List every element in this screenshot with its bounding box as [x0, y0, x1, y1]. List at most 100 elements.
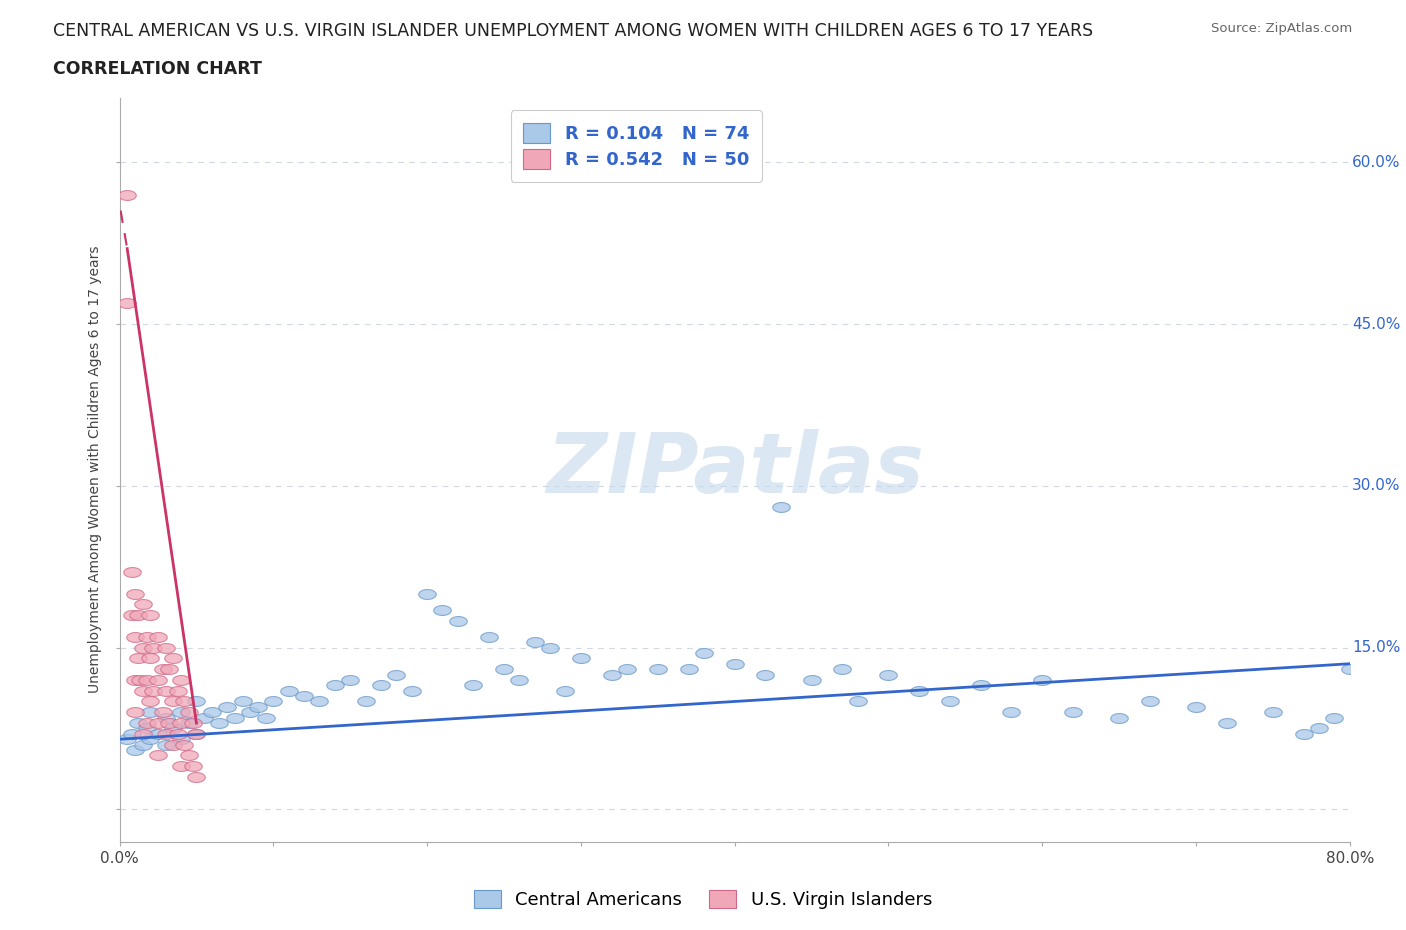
- Point: [170, 705, 193, 720]
- Point: [201, 705, 224, 720]
- Point: [142, 640, 165, 655]
- Point: [131, 597, 153, 612]
- Point: [127, 608, 149, 623]
- Y-axis label: Unemployment Among Women with Children Ages 6 to 17 years: Unemployment Among Women with Children A…: [89, 246, 103, 694]
- Point: [554, 684, 576, 698]
- Point: [173, 737, 195, 752]
- Point: [970, 678, 993, 693]
- Text: 15.0%: 15.0%: [1353, 640, 1400, 655]
- Point: [152, 705, 174, 720]
- Point: [186, 726, 208, 741]
- Point: [155, 640, 177, 655]
- Text: 60.0%: 60.0%: [1353, 155, 1400, 170]
- Point: [385, 667, 408, 682]
- Point: [523, 635, 546, 650]
- Point: [183, 715, 205, 730]
- Point: [292, 688, 315, 703]
- Point: [146, 715, 169, 730]
- Point: [128, 672, 150, 687]
- Point: [239, 705, 262, 720]
- Point: [217, 699, 239, 714]
- Point: [121, 565, 143, 579]
- Point: [1062, 705, 1084, 720]
- Point: [1308, 721, 1330, 736]
- Text: Source: ZipAtlas.com: Source: ZipAtlas.com: [1212, 22, 1353, 35]
- Point: [224, 711, 246, 725]
- Point: [401, 684, 423, 698]
- Point: [186, 769, 208, 784]
- Point: [136, 630, 159, 644]
- Point: [183, 759, 205, 774]
- Point: [127, 651, 149, 666]
- Point: [115, 295, 138, 310]
- Point: [124, 586, 146, 601]
- Point: [142, 684, 165, 698]
- Point: [308, 694, 330, 709]
- Point: [1139, 694, 1161, 709]
- Point: [678, 661, 700, 676]
- Point: [1031, 672, 1053, 687]
- Point: [416, 586, 439, 601]
- Point: [162, 737, 184, 752]
- Point: [939, 694, 962, 709]
- Text: 45.0%: 45.0%: [1353, 316, 1400, 332]
- Point: [127, 715, 149, 730]
- Text: ZIPatlas: ZIPatlas: [546, 429, 924, 511]
- Point: [155, 726, 177, 741]
- Point: [167, 684, 190, 698]
- Point: [600, 667, 623, 682]
- Point: [131, 726, 153, 741]
- Point: [115, 187, 138, 202]
- Point: [124, 672, 146, 687]
- Point: [146, 672, 169, 687]
- Point: [121, 726, 143, 741]
- Point: [193, 711, 215, 725]
- Point: [167, 726, 190, 741]
- Point: [769, 500, 792, 515]
- Point: [139, 732, 162, 747]
- Point: [908, 684, 931, 698]
- Point: [508, 672, 530, 687]
- Point: [136, 672, 159, 687]
- Point: [339, 672, 361, 687]
- Point: [754, 667, 776, 682]
- Point: [146, 748, 169, 763]
- Text: CORRELATION CHART: CORRELATION CHART: [53, 60, 263, 78]
- Point: [131, 684, 153, 698]
- Point: [124, 630, 146, 644]
- Point: [157, 715, 180, 730]
- Point: [277, 684, 299, 698]
- Point: [186, 694, 208, 709]
- Point: [693, 645, 716, 660]
- Point: [1108, 711, 1130, 725]
- Point: [723, 657, 745, 671]
- Point: [477, 630, 501, 644]
- Legend: Central Americans, U.S. Virgin Islanders: Central Americans, U.S. Virgin Islanders: [467, 883, 939, 916]
- Point: [432, 603, 454, 618]
- Point: [146, 726, 169, 741]
- Point: [139, 608, 162, 623]
- Point: [846, 694, 869, 709]
- Point: [155, 684, 177, 698]
- Point: [254, 711, 277, 725]
- Point: [173, 694, 195, 709]
- Point: [877, 667, 900, 682]
- Point: [162, 694, 184, 709]
- Text: CENTRAL AMERICAN VS U.S. VIRGIN ISLANDER UNEMPLOYMENT AMONG WOMEN WITH CHILDREN : CENTRAL AMERICAN VS U.S. VIRGIN ISLANDER…: [53, 22, 1094, 40]
- Point: [831, 661, 853, 676]
- Point: [139, 651, 162, 666]
- Point: [124, 705, 146, 720]
- Point: [157, 661, 180, 676]
- Point: [538, 640, 561, 655]
- Point: [170, 732, 193, 747]
- Point: [170, 759, 193, 774]
- Point: [370, 678, 392, 693]
- Point: [569, 651, 592, 666]
- Point: [246, 699, 269, 714]
- Point: [146, 630, 169, 644]
- Point: [1000, 705, 1022, 720]
- Point: [1261, 705, 1284, 720]
- Point: [115, 732, 138, 747]
- Point: [647, 661, 669, 676]
- Point: [447, 613, 470, 628]
